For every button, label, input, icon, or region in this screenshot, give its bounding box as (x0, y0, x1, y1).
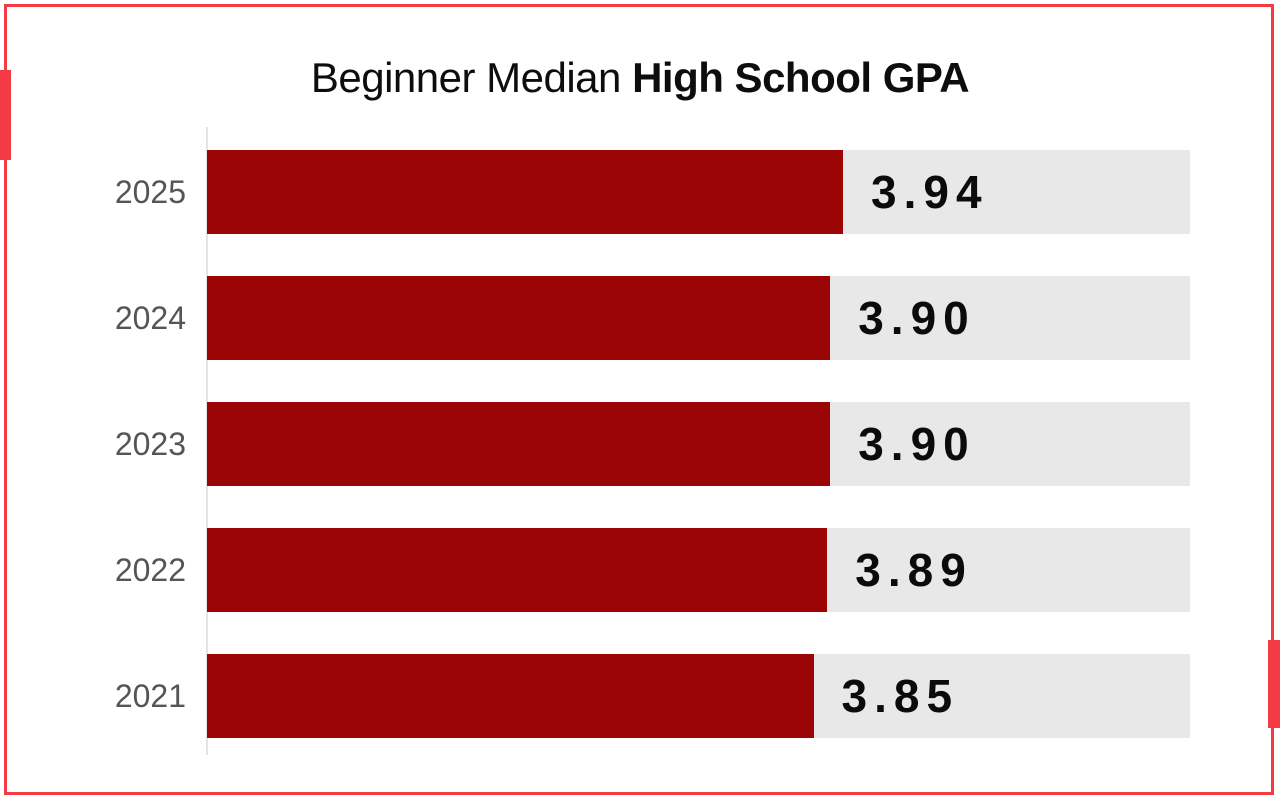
value-label: 3.90 (858, 292, 976, 344)
bar-row: 2023 3.90 (0, 402, 1280, 486)
value-label: 3.94 (871, 166, 989, 218)
value-label: 3.89 (855, 544, 973, 596)
gpa-bar (207, 528, 828, 612)
bar-row: 2025 3.94 (0, 150, 1280, 234)
year-label: 2025 (114, 174, 186, 210)
bar-row: 2022 3.89 (0, 528, 1280, 612)
year-label: 2024 (114, 300, 186, 336)
right-edge-accent-tab (1268, 640, 1280, 728)
year-label: 2021 (114, 678, 186, 714)
value-label: 3.90 (858, 418, 976, 470)
gpa-bar (207, 150, 843, 234)
bar-row: 2021 3.85 (0, 654, 1280, 738)
year-label: 2023 (114, 426, 186, 462)
left-edge-accent-tab (0, 70, 11, 160)
gpa-bar (207, 654, 814, 738)
gpa-bar (207, 276, 831, 360)
bar-row: 2024 3.90 (0, 276, 1280, 360)
bar-track: 3.90 (207, 276, 1190, 360)
bar-track: 3.90 (207, 402, 1190, 486)
bar-track: 3.89 (207, 528, 1190, 612)
chart-title-bold: High School GPA (632, 54, 970, 101)
chart-title-regular: Beginner Median (310, 54, 633, 101)
year-label: 2022 (114, 552, 186, 588)
bar-rows: 2025 3.94 2024 3.90 2023 3.90 2022 3.89 … (0, 150, 1280, 780)
gpa-bar (207, 402, 831, 486)
value-label: 3.85 (841, 670, 960, 722)
bar-track: 3.85 (207, 654, 1190, 738)
chart-title: Beginner Median High School GPA (0, 54, 1280, 102)
bar-track: 3.94 (207, 150, 1190, 234)
